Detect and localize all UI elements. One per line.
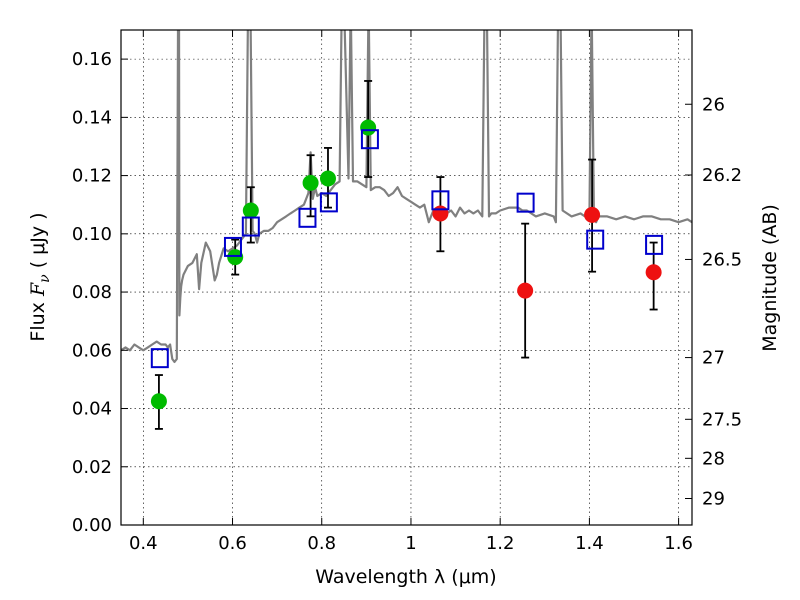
- y-axis-label-prefix: Flux: [27, 296, 49, 342]
- red-point: [432, 205, 449, 222]
- right-tick-label: 27: [702, 348, 725, 369]
- model-square-point: [586, 229, 605, 250]
- model-spectrum-layer: [121, 30, 692, 363]
- y-axis-label-suffix: ( μJy ): [27, 212, 49, 274]
- model-square-point: [298, 207, 317, 228]
- marker-layer: [150, 119, 664, 410]
- green-point: [360, 119, 377, 136]
- y-axis-right-label: Magnitude (AB): [759, 204, 781, 352]
- green-point: [319, 170, 336, 187]
- x-tick-label: 0.4: [129, 533, 158, 554]
- y-tick-label: 0.14: [72, 107, 112, 128]
- green-point: [227, 249, 244, 266]
- grid: [121, 30, 692, 526]
- model-square-point: [645, 234, 664, 255]
- green-point: [242, 202, 259, 219]
- model-spectrum-line: [121, 30, 692, 363]
- model-square-point: [223, 236, 242, 257]
- x-tick-label: 1: [405, 533, 416, 554]
- green-point: [302, 174, 319, 191]
- y-tick-label: 0.16: [72, 49, 112, 70]
- right-tick-label: 29: [702, 489, 725, 510]
- y-tick-label: 0.08: [72, 282, 112, 303]
- green-point: [150, 393, 167, 410]
- model-square-point: [150, 348, 169, 369]
- right-tick-label: 26: [702, 94, 725, 115]
- model-square-point: [319, 192, 338, 213]
- y-tick-label: 0.02: [72, 457, 112, 478]
- x-tick-label: 0.8: [307, 533, 336, 554]
- x-tick-label: 0.6: [218, 533, 247, 554]
- red-point: [517, 282, 534, 299]
- model-square-point: [431, 190, 450, 211]
- y-tick-label: 0.12: [72, 166, 112, 187]
- plot-frame: [120, 29, 693, 526]
- right-tick-label: 27.5: [702, 409, 742, 430]
- axis-ticks: 0.4 0.6 0.8 1 1.2 1.4 1.6 0.00 0.02 0.04 0.06 0.08 0…: [72, 30, 742, 554]
- plot-background: [121, 30, 692, 525]
- y-axis-label-symbol: F: [27, 282, 49, 297]
- y-tick-label: 0.00: [72, 515, 112, 536]
- red-point: [584, 206, 601, 223]
- x-tick-label: 1.4: [575, 533, 604, 554]
- x-tick-label: 1.6: [664, 533, 693, 554]
- y-axis-label-subscript: ν: [37, 274, 53, 283]
- right-tick-label: 28: [702, 448, 725, 469]
- model-square-point: [360, 129, 379, 150]
- y-axis-label: Flux Fν ( μJy ): [27, 212, 53, 341]
- y-tick-label: 0.06: [72, 340, 112, 361]
- model-square-point: [516, 192, 535, 213]
- y-tick-label: 0.04: [72, 399, 112, 420]
- right-tick-label: 26.2: [702, 165, 742, 186]
- y-tick-label: 0.10: [72, 224, 112, 245]
- x-axis-label: Wavelength λ (μm): [315, 566, 496, 588]
- red-point: [645, 264, 662, 281]
- x-tick-label: 1.2: [486, 533, 515, 554]
- model-square-point: [241, 216, 260, 237]
- right-tick-label: 26.5: [702, 249, 742, 270]
